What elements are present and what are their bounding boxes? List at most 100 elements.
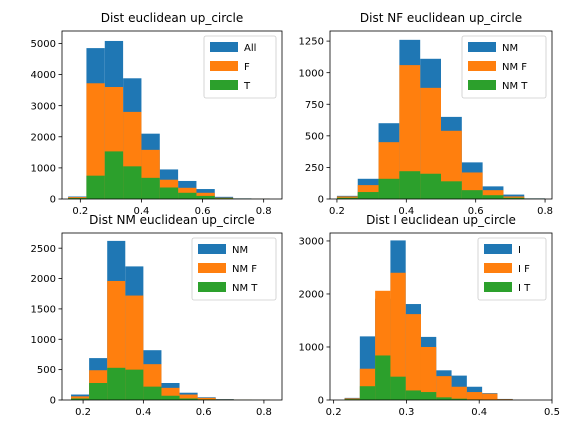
subplot-4: 0.2 0.3 0.4 0.5 0 1000 2000 3000 Dist I euclidea… (299, 213, 560, 418)
legend-label: I T (518, 283, 531, 294)
legend-label: All (244, 43, 256, 54)
y-tick-label: 500 (37, 365, 56, 376)
x-tick-label: 0.6 (468, 206, 484, 217)
legend-swatch (468, 80, 496, 90)
y-tick-label: 0 (50, 195, 56, 206)
bar-s3-bin1 (68, 198, 87, 199)
bar-s2-bin9 (466, 392, 483, 400)
legend-label: NM F (232, 264, 257, 275)
bar-s2-bin1 (68, 197, 87, 199)
x-tick-label: 0.4 (133, 206, 149, 217)
legend-label: NM T (502, 81, 528, 92)
x-tick-label: 0.4 (398, 206, 414, 217)
bar-s2-bin1 (71, 396, 90, 400)
legend-swatch (484, 263, 512, 273)
bar-s3-bin6 (159, 187, 179, 199)
bar-s2-bin8 (482, 190, 504, 199)
y-tick-label: 1000 (299, 343, 324, 354)
subplot-2: 0.2 0.4 0.6 0.8 0 250 500 750 1000 1250 Dist NF eu… (299, 11, 553, 217)
y-tick-label: 1000 (31, 163, 56, 174)
bar-s3-bin6 (420, 392, 437, 400)
bar-s3-bin3 (375, 355, 391, 400)
legend-swatch (198, 282, 226, 292)
subplot-title: Dist NM euclidean up_circle (89, 213, 255, 227)
bar-s3-bin8 (451, 398, 467, 400)
subplot-title: Dist euclidean up_circle (101, 11, 244, 25)
legend-label: I F (518, 264, 530, 275)
bar-s3-bin3 (104, 151, 124, 199)
y-tick-label: 1000 (31, 335, 56, 346)
legend-swatch (198, 244, 226, 254)
bar-s3-bin7 (178, 192, 197, 199)
legend-swatch (468, 42, 496, 52)
bar-s2-bin10 (482, 393, 498, 400)
x-tick-label: 0.3 (398, 407, 414, 418)
legend: NM NM F NM T (191, 237, 277, 301)
x-tick-label: 0.8 (256, 206, 272, 217)
bar-s3-bin5 (143, 386, 162, 400)
bar-s3-bin2 (89, 383, 108, 400)
legend-swatch (198, 263, 226, 273)
y-tick-label: 1250 (299, 37, 324, 48)
bar-s3-bin1 (71, 398, 90, 400)
y-tick-label: 0 (50, 396, 56, 407)
legend-label: NM F (502, 62, 527, 73)
subplot-title: Dist NF euclidean up_circle (360, 11, 522, 25)
bar-s2-bin5 (405, 314, 421, 400)
bar-s3-bin4 (399, 171, 421, 199)
bar-s3-bin5 (141, 177, 160, 199)
bar-s2-bin4 (390, 272, 406, 400)
legend-label: NM (502, 43, 518, 54)
bar-s3-bin8 (196, 195, 215, 199)
bar-s2-bin8 (451, 386, 467, 400)
bar-s3-bin7 (436, 397, 452, 400)
x-tick-label: 0.4 (135, 407, 151, 418)
y-tick-label: 2000 (31, 132, 56, 143)
y-tick-label: 0 (318, 195, 324, 206)
bar-s2-bin9 (503, 196, 525, 199)
legend-label: T (243, 81, 251, 92)
bar-s3-bin9 (503, 197, 525, 199)
y-tick-label: 2000 (31, 274, 56, 285)
bar-s3-bin5 (420, 173, 441, 199)
bar-s2-bin7 (179, 394, 198, 400)
x-tick-label: 0.4 (471, 407, 487, 418)
bar-s2-bin4 (399, 65, 421, 199)
x-tick-label: 0.5 (544, 407, 560, 418)
bar-s2-bin5 (420, 87, 441, 199)
bar-s2-bin7 (436, 376, 452, 400)
bar-s3-bin3 (107, 367, 126, 400)
bar-s3-bin7 (179, 398, 198, 400)
bar-s3-bin6 (161, 395, 180, 400)
subplot-title: Dist I euclidean up_circle (366, 213, 516, 227)
y-tick-label: 1500 (31, 305, 56, 316)
bar-s3-bin6 (441, 181, 462, 199)
legend-swatch (210, 42, 238, 52)
bar-s3-bin5 (405, 390, 421, 400)
legend-label: I (518, 245, 521, 256)
y-tick-label: 5000 (31, 39, 56, 50)
bar-s3-bin4 (390, 376, 406, 400)
legend: All FT (203, 35, 277, 99)
bar-s3-bin8 (482, 195, 504, 199)
legend-swatch (210, 80, 238, 90)
subplot-1: 0.2 0.4 0.6 0.8 0 1000 2000 3000 4000 5000 Dist eu… (31, 11, 283, 217)
bar-s3-bin1 (336, 197, 358, 199)
y-tick-label: 500 (305, 131, 324, 142)
bar-s3-bin2 (86, 175, 105, 199)
x-tick-label: 0.6 (196, 407, 212, 418)
bar-s3-bin4 (123, 166, 142, 199)
x-tick-label: 0.6 (195, 206, 211, 217)
y-tick-label: 3000 (31, 101, 56, 112)
bar-s3-bin7 (461, 190, 483, 199)
legend-label: NM (232, 245, 248, 256)
x-tick-label: 0.8 (256, 407, 272, 418)
legend: NM NM F NM T (461, 35, 547, 99)
bar-s3-bin3 (378, 178, 400, 199)
axes-frame (329, 30, 553, 200)
legend-swatch (484, 244, 512, 254)
legend-label: NM T (232, 283, 258, 294)
bar-s2-bin8 (197, 397, 216, 400)
x-tick-label: 0.2 (75, 407, 91, 418)
